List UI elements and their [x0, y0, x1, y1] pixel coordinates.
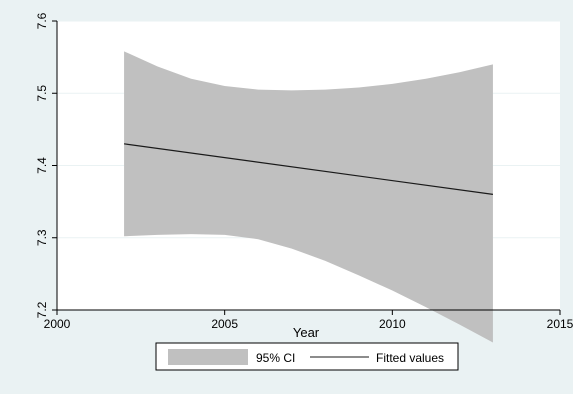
ci-band-layer — [124, 51, 493, 343]
legend-label-fitted: Fitted values — [376, 351, 444, 365]
y-tick-label: 7.5 — [35, 85, 49, 102]
y-axis-ticks: 7.2 7.3 7.4 7.5 7.6 — [35, 12, 57, 318]
legend-label-ci: 95% CI — [256, 351, 295, 365]
x-tick-label: 2010 — [379, 317, 406, 331]
x-tick-label: 2000 — [44, 317, 71, 331]
legend-swatch-ci — [168, 349, 248, 365]
y-tick-label: 7.2 — [35, 301, 49, 318]
fitted-line — [123, 143, 494, 195]
x-axis-label: Year — [293, 325, 320, 340]
y-tick-label: 7.3 — [35, 229, 49, 246]
fitted-line-layer — [123, 143, 494, 195]
x-tick-label: 2015 — [547, 317, 573, 331]
y-tick-label: 7.4 — [35, 157, 49, 174]
x-tick-label: 2005 — [211, 317, 238, 331]
y-tick-label: 7.6 — [35, 12, 49, 29]
x-axis-ticks: 2000 2005 2010 2015 — [44, 310, 573, 331]
legend: 95% CI Fitted values — [155, 342, 459, 371]
ci-band — [124, 51, 493, 343]
